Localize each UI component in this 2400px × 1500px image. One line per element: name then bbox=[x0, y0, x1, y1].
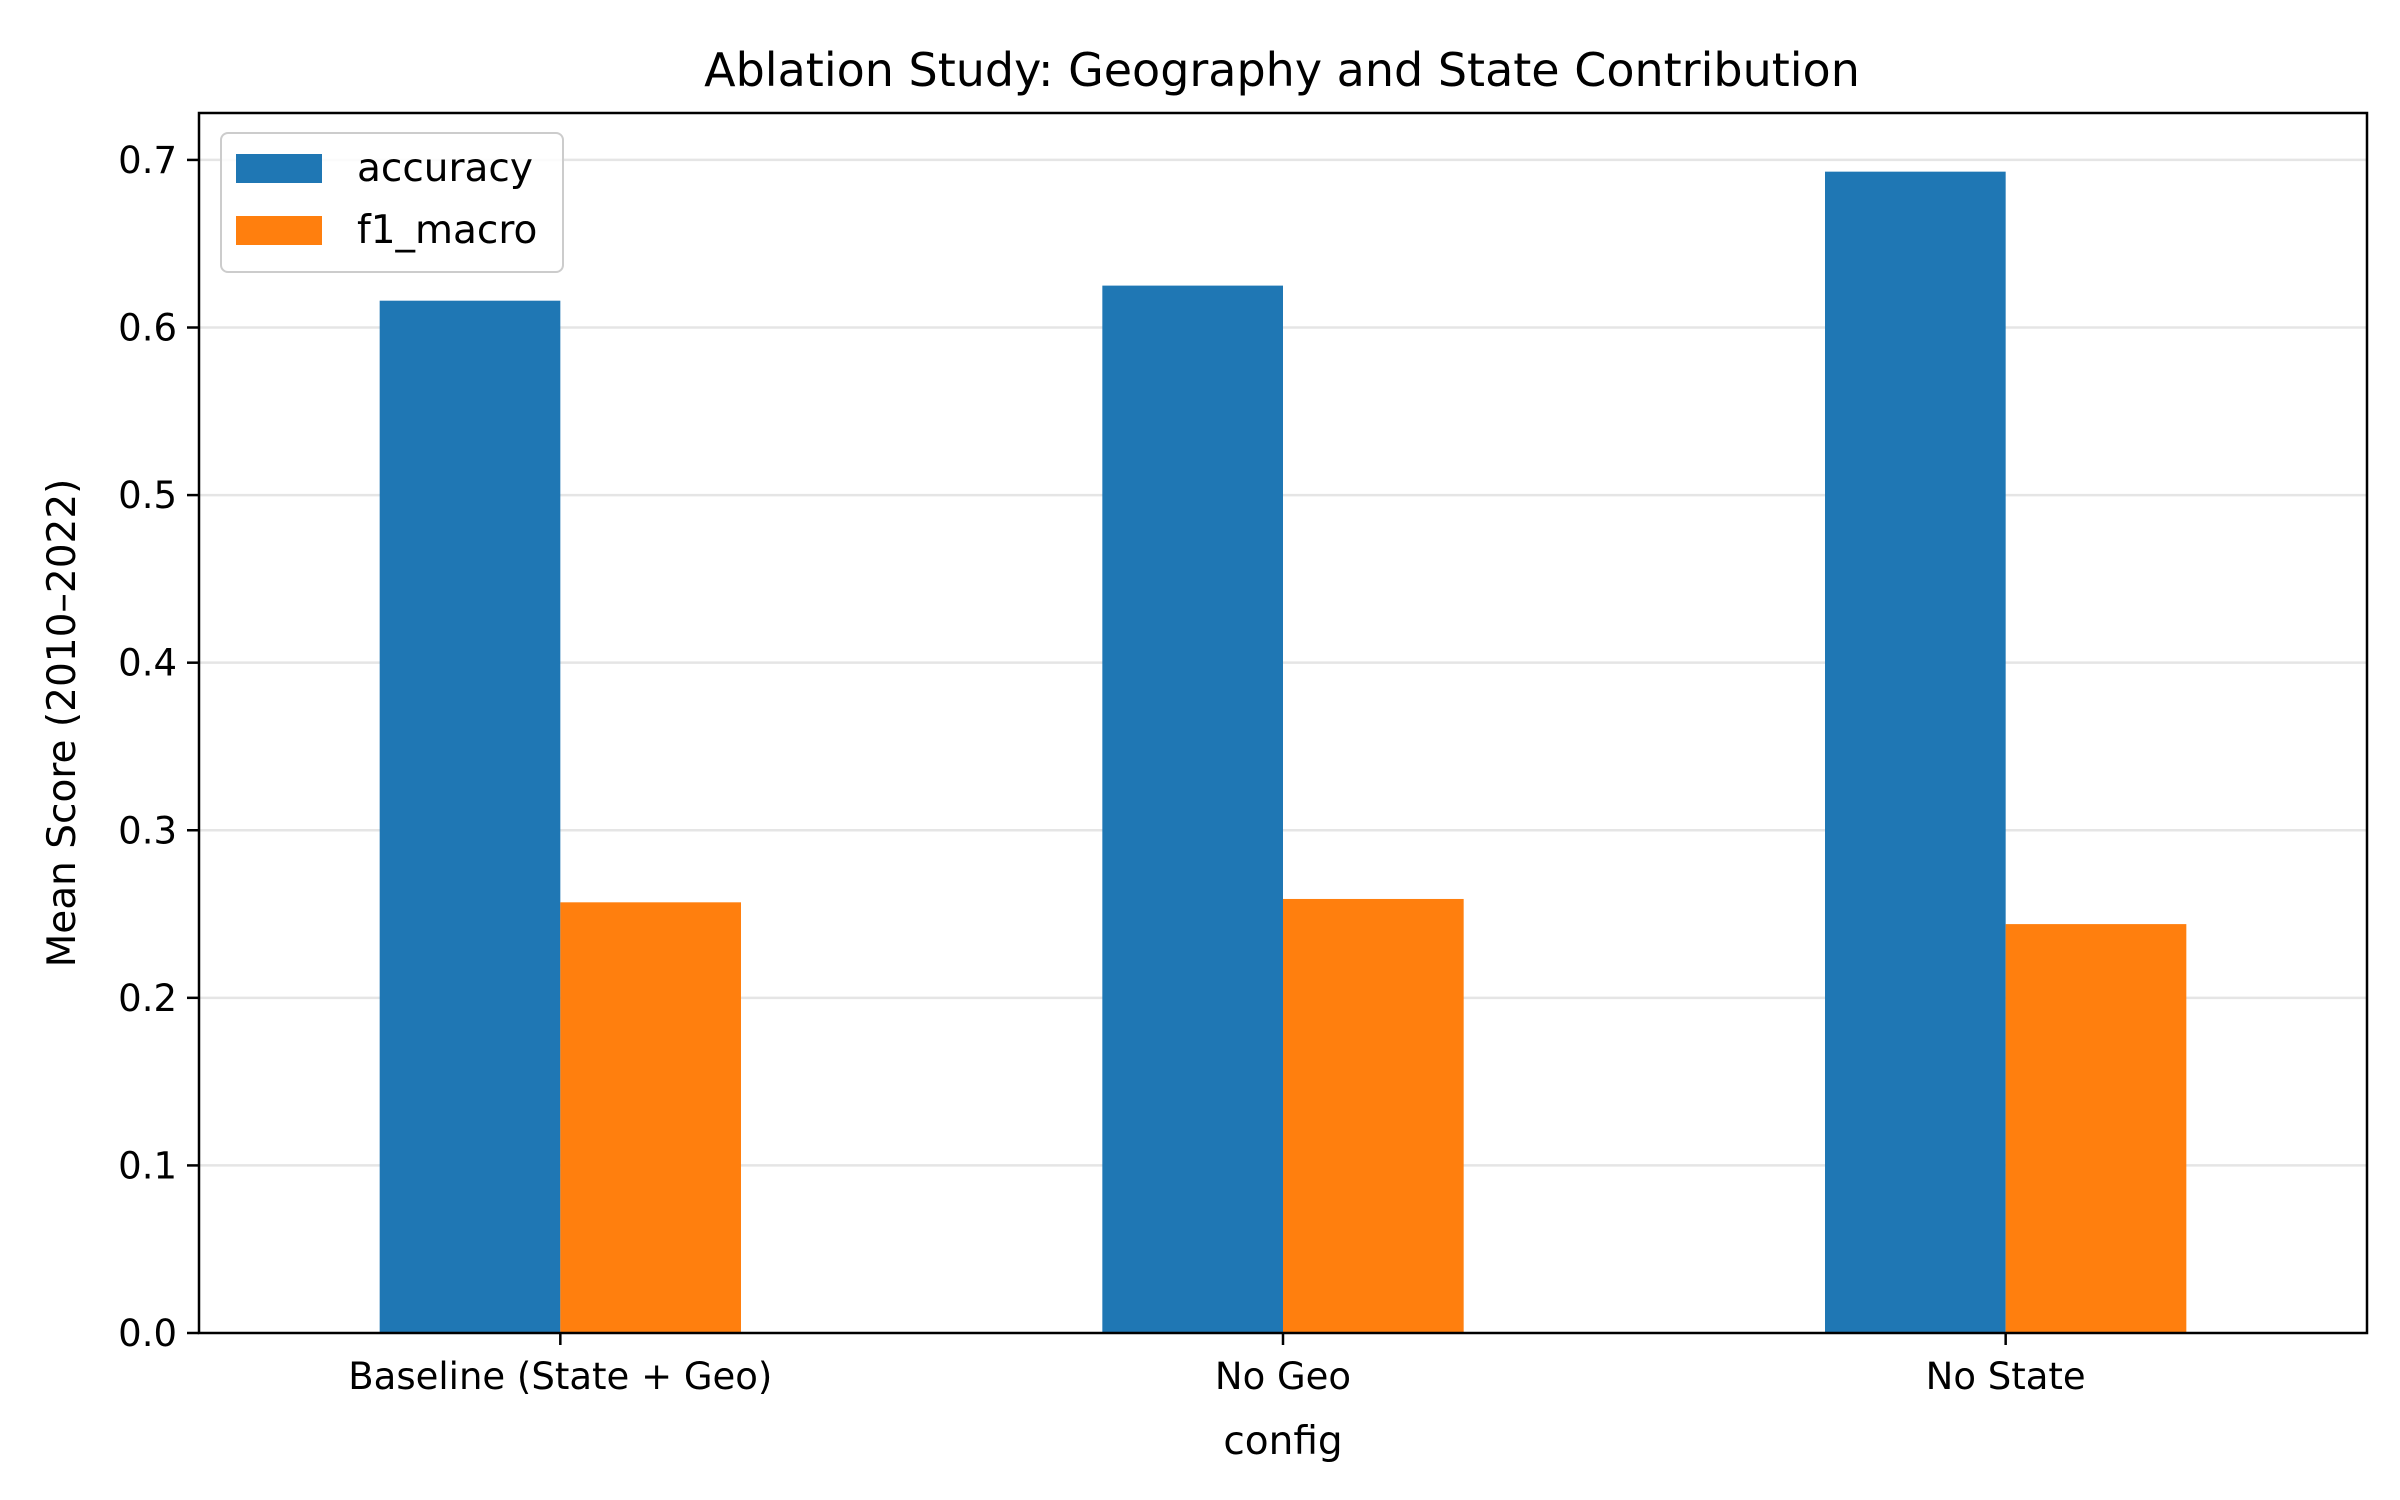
legend-label-accuracy: accuracy bbox=[357, 146, 533, 191]
y-tick-label: 0.2 bbox=[118, 977, 177, 1020]
y-tick-label: 0.0 bbox=[118, 1312, 177, 1355]
x-axis: Baseline (State + Geo) No Geo No State bbox=[348, 1333, 2086, 1398]
legend: accuracy f1_macro bbox=[220, 132, 564, 273]
legend-label-f1_macro: f1_macro bbox=[357, 208, 537, 253]
y-tick-label: 0.4 bbox=[118, 642, 177, 685]
x-tick-label: No State bbox=[1926, 1355, 2086, 1398]
y-tick-label: 0.3 bbox=[118, 809, 177, 852]
y-tick-label: 0.7 bbox=[118, 139, 177, 182]
y-axis: 0.0 0.1 0.2 0.3 0.4 0.5 0.6 0.7 bbox=[118, 139, 199, 1355]
y-tick-label: 0.5 bbox=[118, 474, 177, 517]
bar-accuracy-1 bbox=[1102, 285, 1283, 1334]
x-tick-label: No Geo bbox=[1215, 1355, 1351, 1398]
legend-swatch-accuracy bbox=[236, 154, 322, 183]
y-axis-label: Mean Score (2010–2022) bbox=[40, 479, 85, 968]
y-tick-label: 0.6 bbox=[118, 307, 177, 350]
bar-accuracy-2 bbox=[1825, 171, 2006, 1334]
bars bbox=[379, 171, 2187, 1334]
legend-swatch-f1_macro bbox=[236, 216, 322, 245]
bar-f1_macro-0 bbox=[560, 902, 741, 1333]
bar-accuracy-0 bbox=[379, 300, 561, 1333]
bar-f1_macro-2 bbox=[2005, 924, 2187, 1333]
chart-title: Ablation Study: Geography and State Cont… bbox=[704, 43, 1860, 97]
y-tick-label: 0.1 bbox=[118, 1144, 177, 1187]
x-axis-label: config bbox=[1223, 1419, 1342, 1464]
x-tick-label: Baseline (State + Geo) bbox=[348, 1355, 772, 1398]
bar-f1_macro-1 bbox=[1283, 898, 1464, 1333]
